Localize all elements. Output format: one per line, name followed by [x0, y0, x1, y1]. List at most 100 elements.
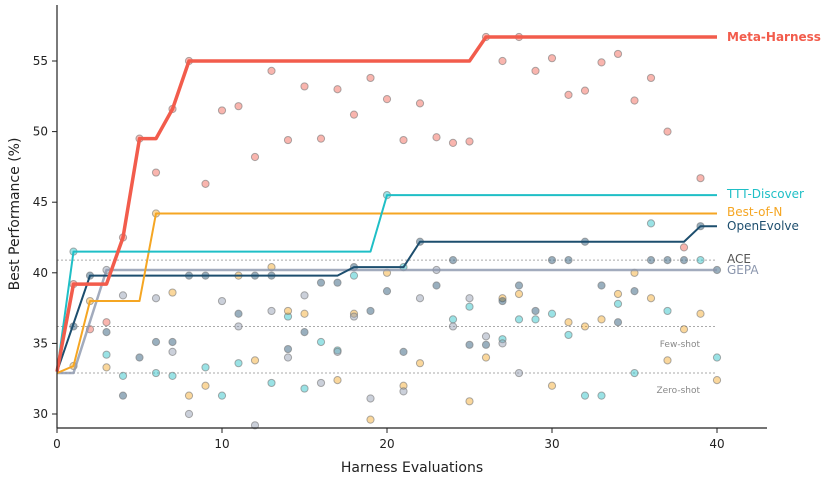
data-point [300, 384, 309, 393]
data-point [135, 353, 144, 362]
reference-label-ace: ACE [727, 252, 751, 266]
data-point [300, 328, 309, 337]
series-line-openevolve [56, 225, 717, 372]
data-point [663, 306, 672, 316]
data-point [465, 294, 474, 303]
data-point [151, 294, 161, 303]
data-point [184, 391, 194, 400]
data-point [168, 288, 177, 297]
data-point [118, 371, 128, 380]
data-point [382, 95, 392, 104]
x-tick-label: 0 [53, 437, 61, 451]
data-point [448, 322, 458, 331]
data-point [217, 391, 227, 400]
data-point [465, 302, 474, 311]
data-point [646, 255, 656, 265]
data-point [333, 376, 342, 385]
data-point [201, 381, 210, 390]
data-point [679, 243, 689, 252]
data-point [366, 394, 375, 403]
data-point [102, 363, 111, 372]
y-tick-label: 55 [33, 54, 48, 68]
data-point [514, 281, 524, 290]
data-point [432, 281, 441, 290]
data-point [498, 56, 507, 66]
y-tick-label: 50 [33, 125, 48, 139]
data-point [547, 381, 557, 390]
data-point [250, 152, 260, 162]
data-point [465, 397, 474, 406]
y-axis-label: Best Performance (%) [7, 138, 23, 291]
data-point [366, 73, 375, 83]
data-point [267, 306, 276, 316]
x-tick-label: 40 [709, 437, 724, 451]
data-point [151, 168, 161, 177]
data-point [366, 306, 375, 316]
data-point [415, 359, 425, 368]
data-point [102, 328, 111, 337]
data-point [547, 309, 557, 318]
data-point [597, 58, 606, 67]
series-label-best-of-n: Best-of-N [727, 205, 782, 219]
data-point [564, 255, 573, 265]
data-point [415, 99, 425, 108]
data-point [151, 337, 161, 347]
data-point [613, 289, 623, 299]
reference-label-zero-shot: Zero-shot [656, 386, 700, 396]
data-point [481, 340, 491, 349]
y-tick-label: 35 [33, 336, 48, 350]
data-point [531, 66, 540, 75]
data-point [564, 90, 573, 99]
data-point [283, 312, 293, 321]
data-point [201, 179, 210, 188]
data-point [283, 135, 293, 145]
data-point [597, 281, 606, 290]
data-point [547, 255, 557, 265]
data-point [613, 49, 623, 59]
data-point [663, 127, 672, 136]
data-point [283, 353, 293, 362]
data-point [267, 378, 276, 388]
data-point [663, 255, 672, 265]
data-point [168, 371, 177, 380]
data-point [432, 133, 441, 142]
data-point [531, 315, 540, 324]
data-point [151, 368, 161, 378]
data-point [118, 391, 128, 400]
data-point [316, 134, 326, 143]
data-point [712, 353, 722, 362]
data-point [580, 86, 590, 95]
data-point [316, 337, 326, 347]
data-point [679, 255, 689, 265]
data-point [300, 82, 309, 91]
data-point [217, 296, 227, 306]
data-point [514, 289, 524, 299]
data-point [349, 271, 359, 280]
data-point [712, 376, 722, 385]
data-point [300, 309, 309, 318]
series-label-gepa: GEPA [727, 263, 759, 277]
data-point [250, 421, 260, 430]
data-point [250, 356, 260, 365]
data-point [349, 309, 359, 318]
data-point [333, 85, 342, 94]
data-point [234, 102, 243, 111]
series-line-ttt-discover [56, 194, 717, 372]
data-point [234, 359, 243, 368]
data-point [547, 54, 557, 63]
data-point [349, 312, 359, 321]
data-point [267, 66, 276, 75]
data-point [168, 347, 177, 356]
data-point [382, 287, 392, 296]
data-point [333, 278, 342, 287]
data-point [465, 340, 474, 349]
data-point [283, 306, 293, 316]
data-point [168, 337, 177, 347]
data-point [465, 137, 474, 146]
data-point [399, 387, 408, 396]
data-point [498, 296, 507, 306]
data-point [564, 330, 573, 340]
data-point [102, 318, 111, 327]
data-point [234, 322, 243, 331]
